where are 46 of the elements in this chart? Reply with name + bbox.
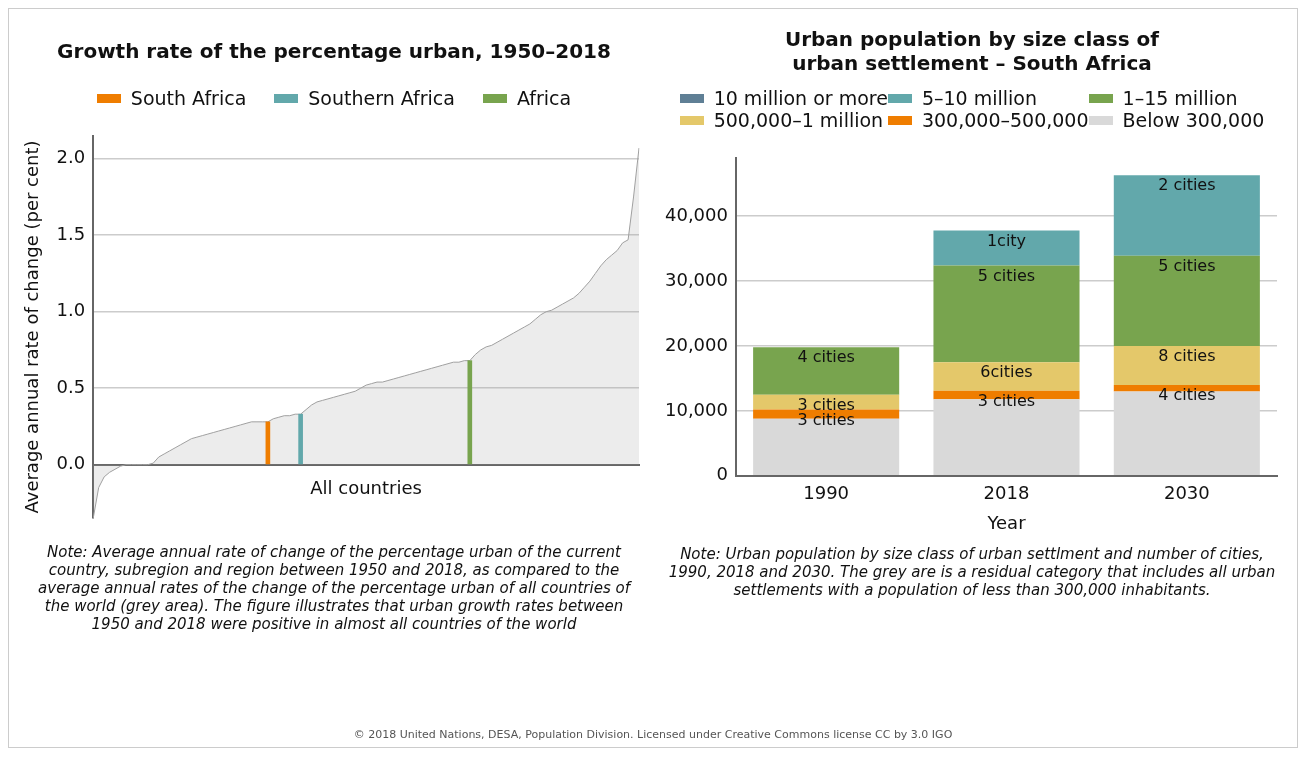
- bar: [933, 265, 1080, 363]
- legend-label: 1–15 million: [1122, 87, 1238, 109]
- legend-label: South Africa: [130, 87, 247, 109]
- x-axis-title: Year: [986, 511, 1027, 533]
- legend-label: 5–10 million: [921, 87, 1038, 109]
- text: Note: Urban population by size class of urban settlment and number of cities, 1990, 2018 and 2030. The grey are is a residual category that includes all urban settlements with a population of less than 300,000 inhabitants.: [667, 545, 1277, 599]
- text: Note: Average annual rate of change of the percentage urban of the current country, subregion and region between 1950 and 2018, as compared to the average annual rates of the change of the percentage urban of all countries of the world (grey area). The figure illustrates that urban growth rates between 1950 and 2018 were positive in almost all countries of the world: [37, 543, 633, 633]
- x-axis-title: All countries: [310, 477, 422, 499]
- bar: [1113, 255, 1260, 346]
- bar: [933, 362, 1080, 391]
- legend-label: Africa: [516, 87, 572, 109]
- chart-title: Growth rate of the percentage urban, 1950–2018: [57, 38, 611, 65]
- y-tick-label: 40,000: [665, 203, 728, 225]
- legend-label: Southern Africa: [308, 87, 455, 109]
- y-tick-label: 1.0: [56, 299, 86, 321]
- annotation: 5 cities: [977, 265, 1036, 285]
- y-tick-label: 30,000: [665, 268, 728, 290]
- y-tick-label: 2.0: [56, 146, 86, 168]
- y-tick-label: 20,000: [665, 333, 728, 355]
- annotation: 5 cities: [1158, 255, 1216, 275]
- bar: [1113, 175, 1260, 256]
- annotation: 3 cities: [797, 394, 855, 414]
- y-tick-label: 1.5: [56, 222, 86, 244]
- legend-label: 500,000–1 million: [713, 109, 884, 131]
- x-tick-label: 2018: [983, 482, 1030, 504]
- y-tick-label: 0.0: [56, 452, 86, 474]
- legend-label: 10 million or more: [713, 87, 888, 109]
- bar: [1113, 346, 1260, 385]
- y-tick-label: 0: [716, 463, 728, 485]
- bar: [753, 347, 900, 395]
- chart-title: Urban population by size class of urban settlement – South Africa: [784, 26, 1160, 77]
- annotation: 1city: [986, 230, 1027, 250]
- y-axis-title: Average annual rate of change (per cent): [21, 140, 43, 514]
- x-tick-label: 2030: [1163, 482, 1210, 504]
- annotation: 6cities: [980, 362, 1033, 382]
- annotation: 4 cities: [797, 347, 855, 367]
- y-tick-label: 0.5: [56, 375, 86, 397]
- legend-label: Below 300,000: [1122, 109, 1265, 131]
- y-tick-label: 10,000: [665, 398, 728, 420]
- x-tick-label: 1990: [803, 482, 850, 504]
- annotation: 4 cities: [1158, 385, 1216, 405]
- annotation: 2 cities: [1158, 175, 1216, 195]
- bar: [933, 230, 1080, 266]
- annotation: 8 cities: [1158, 346, 1216, 366]
- legend-label: 300,000–500,000: [921, 109, 1089, 131]
- text: © 2018 United Nations, DESA, Population Division. Licensed under Creative Commons license CC by 3.0 IGO: [352, 728, 954, 741]
